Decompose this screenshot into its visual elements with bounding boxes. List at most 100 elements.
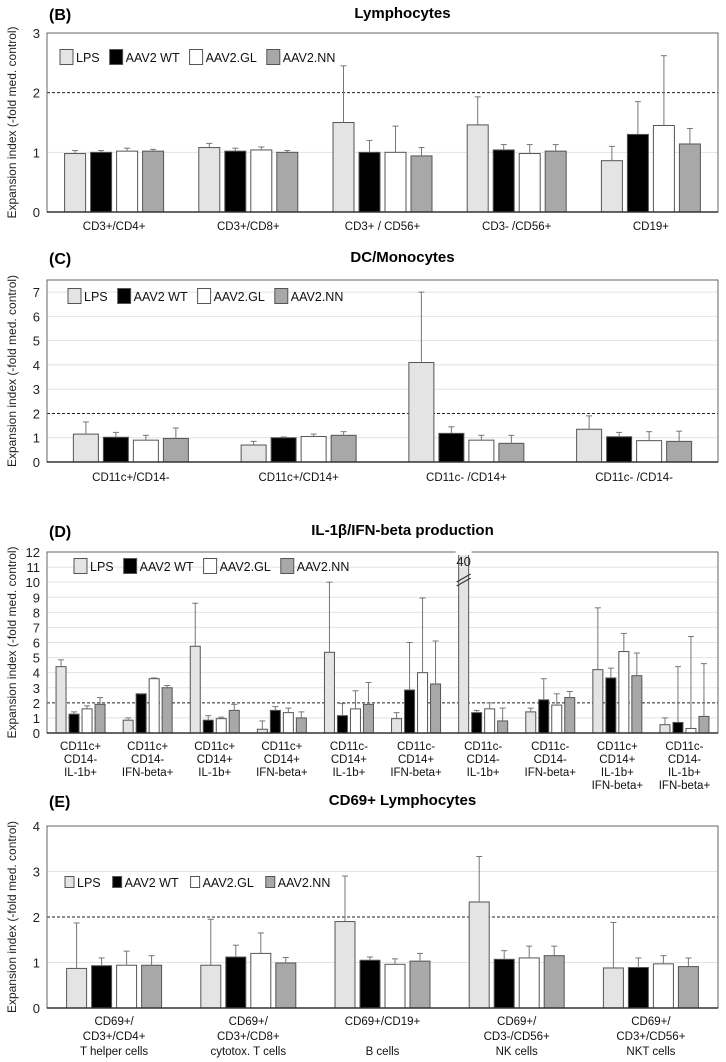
bar-aav2-nn: [142, 150, 165, 213]
y-tick-label: 0: [33, 455, 40, 470]
y-tick-label: 3: [33, 26, 40, 41]
y-axis-label: Expansion index (-fold med. control): [5, 275, 19, 467]
legend-swatch: [117, 288, 132, 304]
bar-aav2-gl: [384, 963, 406, 1009]
bar-aav2-gl: [300, 436, 327, 463]
category-label: CD11c+: [261, 741, 302, 753]
legend-label: LPS: [84, 290, 108, 304]
bar-aav2-gl: [518, 957, 540, 1009]
category-label: CD14+: [331, 754, 367, 766]
panel-letter: (C): [49, 251, 71, 268]
bar-lps: [576, 428, 603, 463]
axis-break-gap: [455, 550, 472, 554]
legend-swatch: [266, 49, 281, 65]
y-tick-label: 12: [26, 545, 40, 560]
category-label: CD3+/CD56+: [616, 1031, 685, 1043]
category-label: IFN-beta+: [122, 767, 174, 779]
y-tick-label: 8: [33, 605, 40, 620]
category-label: CD14-: [668, 754, 701, 766]
bar-aav2-nn: [94, 703, 106, 734]
category-label: CD11c+/CD14+: [258, 472, 339, 484]
bar-aav2-wt: [404, 689, 416, 734]
y-tick-label: 2: [33, 406, 40, 421]
bar-aav2-gl: [618, 651, 630, 734]
y-tick-label: 0: [33, 1001, 40, 1016]
y-tick-label: 5: [33, 651, 40, 666]
bar-aav2-gl: [652, 124, 675, 213]
panel-letter: (B): [49, 7, 71, 24]
legend-label: AAV2.GL: [206, 51, 257, 65]
legend-label: LPS: [77, 876, 101, 890]
bar-aav2-wt: [359, 959, 381, 1009]
bar-aav2-wt: [225, 956, 247, 1009]
bar-aav2-gl: [250, 952, 272, 1009]
legend: LPS AAV2 WT AAV2.GL AAV2.NN: [64, 876, 331, 890]
bar-aav2-nn: [276, 151, 299, 213]
legend-swatch: [274, 288, 289, 304]
y-axis-label: Expansion index (-fold med. control): [5, 546, 19, 738]
bar-lps: [659, 724, 671, 734]
y-tick-label: 1: [33, 145, 40, 160]
legend-label: AAV2.NN: [278, 876, 331, 890]
category-label: IL-1b+: [668, 767, 701, 779]
category-label: CD3+/CD8+: [217, 1031, 280, 1043]
category-label: CD3+ / CD56+: [345, 221, 421, 233]
category-label: CD14+: [599, 754, 635, 766]
bar-aav2-wt: [358, 151, 381, 213]
legend-swatch: [64, 876, 75, 888]
bar-lps: [468, 901, 490, 1009]
category-label: CD14-: [131, 754, 164, 766]
category-label: IL-1b+: [332, 767, 365, 779]
chart-title: Lymphocytes: [354, 5, 450, 22]
legend-label: AAV2.GL: [220, 560, 271, 574]
legend-swatch: [67, 288, 82, 304]
bar-lps: [200, 964, 222, 1009]
bar-lps: [334, 921, 356, 1009]
legend-swatch: [280, 558, 295, 574]
bar-lps: [323, 651, 335, 734]
legend-label: AAV2 WT: [140, 560, 194, 574]
legend-swatch: [112, 876, 123, 888]
category-label: CD3-/CD56+: [484, 1031, 550, 1043]
category-label: CD11c+: [127, 741, 168, 753]
panel-e: (E) CD69+ Lymphocytes 0 1 2 3 4 Expansion index…: [5, 792, 719, 1058]
bar-lps: [55, 666, 67, 734]
category-label: CD14+: [264, 754, 300, 766]
bar-lps: [408, 362, 435, 463]
category-label: CD11c+: [194, 741, 235, 753]
bar-aav2-nn: [410, 155, 433, 213]
bar-aav2-nn: [497, 720, 509, 734]
legend-label: AAV2.NN: [291, 290, 344, 304]
legend-label: LPS: [90, 560, 114, 574]
category-label: CD14-: [467, 754, 500, 766]
y-tick-label: 9: [33, 590, 40, 605]
panel-letter: (D): [49, 524, 71, 541]
legend-label: AAV2.GL: [214, 290, 265, 304]
y-tick-label: 2: [33, 86, 40, 101]
panel-d: (D) IL-1β/IFN-beta production012345678910…: [5, 522, 719, 792]
y-tick-label: 4: [33, 819, 40, 834]
category-label: CD11c-: [330, 741, 368, 753]
y-tick-label: 6: [33, 309, 40, 324]
category-label: CD69+/CD19+: [345, 1016, 421, 1028]
chart-title: DC/Monocytes: [350, 249, 454, 266]
y-tick-label: 1: [33, 431, 40, 446]
bar-aav2-wt: [471, 712, 483, 734]
bar-aav2-gl: [652, 963, 674, 1009]
category-label: IFN-beta+: [659, 780, 711, 792]
bar-aav2-wt: [135, 693, 147, 734]
bar-lps: [332, 122, 355, 213]
bar-lps: [525, 711, 537, 734]
bar-aav2-nn: [631, 675, 643, 734]
bar-aav2-wt: [626, 133, 649, 213]
legend-label: AAV2 WT: [134, 290, 188, 304]
bar-aav2-gl: [551, 704, 563, 734]
category-label: B cells: [366, 1046, 400, 1058]
y-tick-label: 3: [33, 865, 40, 880]
category-label: CD3+/CD4+: [83, 221, 146, 233]
bar-aav2-nn: [543, 955, 565, 1009]
legend-swatch: [59, 49, 74, 65]
category-label: CD3- /CD56+: [482, 221, 552, 233]
bar-aav2-gl: [417, 672, 429, 734]
